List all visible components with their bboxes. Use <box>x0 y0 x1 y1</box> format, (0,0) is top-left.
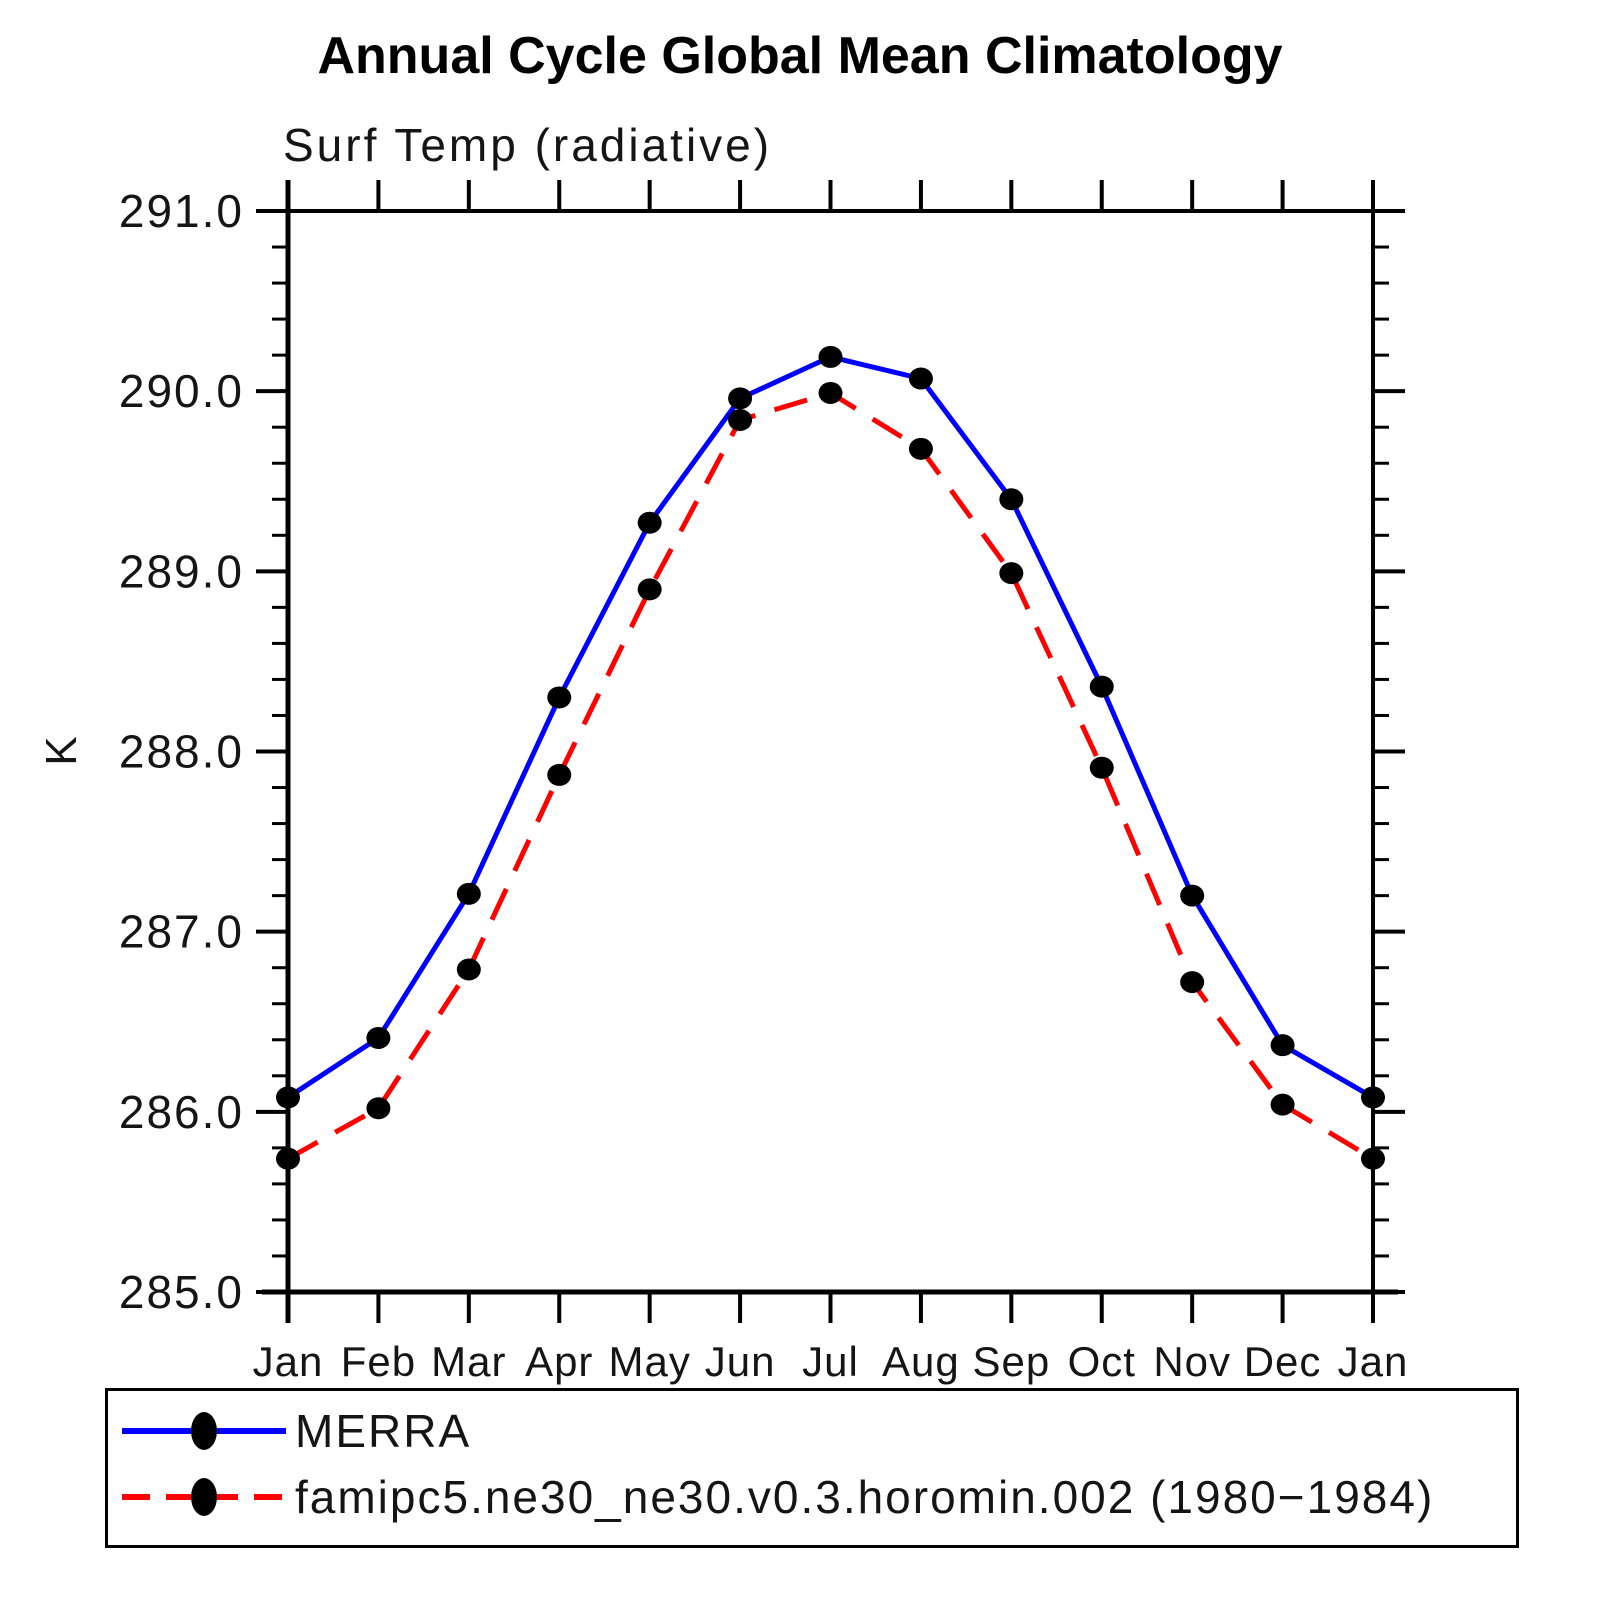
data-point-marker <box>1270 1034 1295 1057</box>
data-point-marker <box>1180 971 1205 994</box>
x-tick-label: Feb <box>341 1338 416 1385</box>
x-tick-label: Jan <box>253 1338 324 1385</box>
x-tick-label: Apr <box>525 1338 593 1385</box>
y-tick-label: 287.0 <box>119 906 244 958</box>
data-point-marker <box>456 882 481 905</box>
y-tick-label: 290.0 <box>119 365 244 417</box>
data-point-marker <box>818 345 843 368</box>
merra-line-swatch <box>122 1412 286 1450</box>
data-point-marker <box>276 1147 300 1170</box>
legend-item-merra: MERRA <box>118 1399 471 1463</box>
x-tick-label: Nov <box>1153 1338 1231 1385</box>
x-tick-label: Oct <box>1068 1338 1136 1385</box>
x-tick-label: Mar <box>431 1338 506 1385</box>
data-point-marker <box>999 562 1024 585</box>
data-point-marker <box>728 387 753 410</box>
legend-item-model: famipc5.ne30_ne30.v0.3.horomin.002 (1980… <box>118 1465 1434 1529</box>
chart-subtitle: Surf Temp (radiative) <box>283 119 773 171</box>
data-point-marker <box>366 1026 391 1049</box>
x-tick-label: May <box>608 1338 690 1385</box>
x-tick-label: Sep <box>972 1338 1050 1385</box>
data-point-marker <box>1270 1093 1295 1116</box>
chart-title: Annual Cycle Global Mean Climatology <box>317 27 1283 85</box>
model-swatch-marker <box>191 1478 217 1516</box>
data-point-marker <box>818 381 843 404</box>
legend-label-merra: MERRA <box>295 1405 472 1457</box>
data-point-marker <box>908 367 933 390</box>
data-point-marker <box>1361 1086 1385 1109</box>
x-tick-label: Dec <box>1244 1338 1322 1385</box>
data-point-marker <box>728 408 753 431</box>
legend-label-model: famipc5.ne30_ne30.v0.3.horomin.002 (1980… <box>295 1471 1435 1523</box>
data-point-marker <box>1089 756 1114 779</box>
legend-box: MERRA famipc5.ne30_ne30.v0.3.horomin.002… <box>105 1388 1519 1548</box>
data-point-marker <box>547 763 572 786</box>
y-tick-label: 291.0 <box>119 185 244 237</box>
model-line-swatch <box>122 1478 286 1516</box>
data-point-marker <box>1089 675 1114 698</box>
data-point-marker <box>366 1097 391 1120</box>
merra-swatch-marker <box>191 1412 217 1450</box>
y-tick-label: 288.0 <box>119 726 244 778</box>
y-tick-label: 285.0 <box>119 1266 244 1318</box>
data-point-marker <box>908 437 933 460</box>
data-point-marker <box>456 958 481 981</box>
series-line-1 <box>286 390 1375 1161</box>
x-tick-label: Aug <box>882 1338 960 1385</box>
x-tick-label: Jun <box>705 1338 776 1385</box>
y-tick-label: 289.0 <box>119 545 244 597</box>
data-point-marker <box>999 488 1024 511</box>
x-tick-label: Jul <box>802 1338 859 1385</box>
data-point-marker <box>637 578 662 601</box>
data-point-marker <box>1180 884 1205 907</box>
y-tick-label: 286.0 <box>119 1086 244 1138</box>
data-point-marker <box>1361 1147 1385 1170</box>
data-point-marker <box>637 511 662 534</box>
series-line-0 <box>286 354 1375 1100</box>
x-tick-label: Jan <box>1338 1338 1409 1385</box>
data-point-marker <box>547 686 572 709</box>
data-point-marker <box>276 1086 300 1109</box>
